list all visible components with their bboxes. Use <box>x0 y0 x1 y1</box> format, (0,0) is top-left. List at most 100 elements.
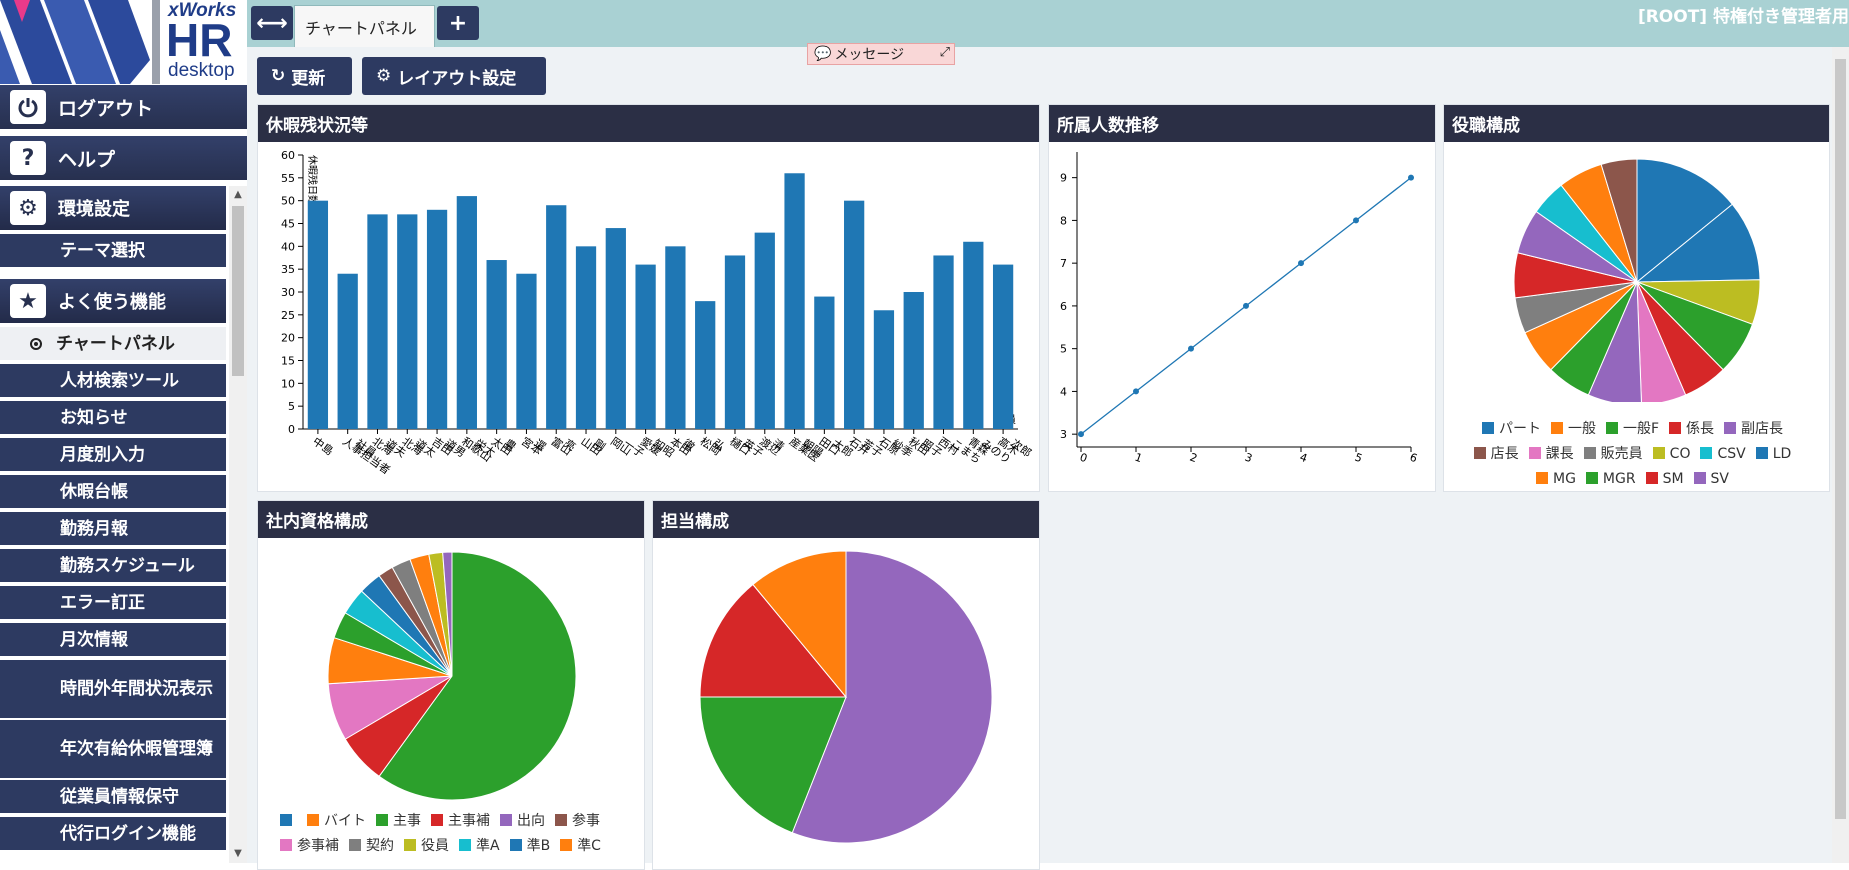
y-tick-label: 7 <box>1060 257 1067 270</box>
logo-mark <box>0 0 160 84</box>
sidebar-item[interactable]: 年次有給休暇管理簿 <box>0 720 226 780</box>
legend-label: 店長 <box>1490 446 1519 462</box>
y-axis-label: 休暇残日数 <box>306 155 319 205</box>
sidebar-item[interactable]: 勤務月報 <box>0 512 226 547</box>
tab-chart-panel[interactable]: チャートパネル <box>294 5 435 47</box>
pie-slice <box>1600 158 1638 283</box>
sidebar-item[interactable]: 人材検索ツール <box>0 364 226 399</box>
scroll-up-icon[interactable]: ▲ <box>234 189 242 200</box>
refresh-button[interactable]: ↻ 更新 <box>257 57 352 95</box>
panel-position: 役職構成 パート 一般 一般F 係長 副店長 店長 課長 販売員 CO CSV LD MG MGR SM S… <box>1443 104 1830 492</box>
sidebar-item-label: 勤務スケジュール <box>60 555 195 576</box>
brand-hr: HR <box>166 14 233 66</box>
legend-item: 役員 <box>404 834 449 859</box>
page-scrollbar-thumb[interactable] <box>1835 59 1846 819</box>
legend-row: バイト 主事 主事補 出向 参事 <box>280 809 640 834</box>
legend-label: MGR <box>1602 471 1636 487</box>
sidebar-item[interactable]: エラー訂正 <box>0 586 226 621</box>
sidebar-scrollbar-thumb[interactable] <box>232 206 244 376</box>
favorites-section-header[interactable]: ★ よく使う機能 <box>0 279 226 325</box>
legend-label: 出向 <box>517 813 545 829</box>
panel-title: 役職構成 <box>1444 105 1829 142</box>
bar <box>605 228 626 429</box>
legend-label: 参事 <box>572 813 600 829</box>
settings-section-label: 環境設定 <box>58 199 130 220</box>
expand-icon[interactable]: ⤢ <box>939 45 950 60</box>
data-point <box>1188 345 1194 352</box>
message-box[interactable]: 💬 メッセージ ⤢ <box>807 43 955 65</box>
legend-label: 一般F <box>1622 421 1660 437</box>
gear-icon: ⚙ <box>10 191 46 225</box>
legend-label: 役員 <box>421 838 449 854</box>
sidebar-item-label: テーマ選択 <box>60 240 145 261</box>
legend-label: CO <box>1669 446 1691 462</box>
legend-swatch <box>1585 472 1598 484</box>
legend-item: 主事補 <box>431 809 490 834</box>
legend-label: LD <box>1772 446 1792 462</box>
panel-title: 社内資格構成 <box>258 501 644 538</box>
page-scrollbar[interactable] <box>1832 47 1849 863</box>
legend-swatch <box>1550 422 1563 434</box>
toggle-sidebar-button[interactable]: ⟷ <box>251 6 293 40</box>
sidebar-item[interactable]: お知らせ <box>0 401 226 436</box>
legend-label: 主事 <box>393 813 421 829</box>
y-tick-label: 15 <box>281 355 295 368</box>
sidebar-item-label: 人材検索ツール <box>60 370 179 391</box>
position-legend: パート 一般 一般F 係長 副店長 店長 課長 販売員 CO CSV LD MG MGR SM SV <box>1444 417 1829 491</box>
legend-item: MG <box>1535 467 1576 491</box>
bar <box>695 301 716 429</box>
data-point <box>1353 217 1359 224</box>
sidebar-item-theme[interactable]: テーマ選択 <box>0 234 226 269</box>
favorites-section-label: よく使う機能 <box>58 292 166 313</box>
sidebar-item-label: 時間外年間状況表示 <box>60 679 213 699</box>
legend-row: MG MGR SM SV <box>1444 467 1829 491</box>
sidebar-item[interactable]: 代行ログイン機能 <box>0 817 226 852</box>
legend-item: 準C <box>560 834 601 859</box>
bar <box>426 209 448 429</box>
position-pie-chart <box>1513 158 1761 402</box>
refresh-icon: ↻ <box>271 66 286 86</box>
y-tick-label: 8 <box>1060 214 1067 227</box>
legend-label: 係長 <box>1686 421 1715 437</box>
layout-settings-button[interactable]: ⚙ レイアウト設定 <box>362 57 546 95</box>
sidebar-item[interactable]: 勤務スケジュール <box>0 549 226 584</box>
legend-swatch <box>404 839 416 851</box>
legend-swatch <box>280 814 292 826</box>
add-tab-button[interactable]: + <box>437 6 479 40</box>
sidebar-item-label: 月次情報 <box>60 629 128 650</box>
legend-item: 一般F <box>1605 417 1660 442</box>
x-tick-label: 2 <box>1188 451 1199 466</box>
x-tick-label: 6 <box>1408 451 1419 466</box>
tab-label: チャートパネル <box>305 18 417 38</box>
legend-swatch <box>1669 422 1682 434</box>
bar <box>963 241 984 429</box>
settings-section-header[interactable]: ⚙ 環境設定 <box>0 186 226 232</box>
layout-settings-label: レイアウト設定 <box>397 68 517 89</box>
sidebar-item[interactable]: チャートパネル <box>0 327 226 362</box>
sidebar-item[interactable]: 時間外年間状況表示 <box>0 660 226 720</box>
scroll-down-icon[interactable]: ▼ <box>234 848 242 859</box>
legend-label: 課長 <box>1545 446 1574 462</box>
sidebar-scrollbar[interactable]: ▲ ▼ <box>229 186 247 863</box>
sidebar-item[interactable]: 休暇台帳 <box>0 475 226 510</box>
y-tick-label: 40 <box>281 240 295 253</box>
legend-item: 課長 <box>1528 442 1574 467</box>
sidebar-item[interactable]: 月次情報 <box>0 623 226 658</box>
brand-desktop: desktop <box>168 60 235 81</box>
logout-button[interactable]: ログアウト <box>0 85 247 131</box>
legend-label: SM <box>1662 471 1684 487</box>
legend-label: バイト <box>324 813 366 829</box>
bar <box>635 264 656 429</box>
help-button[interactable]: ? ヘルプ <box>0 136 247 182</box>
sidebar-item-label: 月度別入力 <box>60 444 145 465</box>
sidebar-item[interactable]: 従業員情報保守 <box>0 780 226 815</box>
pie-slice <box>1636 281 1687 402</box>
legend-label: SV <box>1710 471 1730 487</box>
charge-pie-chart <box>699 550 993 844</box>
y-tick-label: 10 <box>281 377 295 390</box>
bar <box>486 260 507 429</box>
legend-swatch <box>555 814 567 826</box>
legend-label: 準A <box>476 838 500 854</box>
sidebar-item[interactable]: 月度別入力 <box>0 438 226 473</box>
legend-item: SV <box>1693 467 1730 491</box>
